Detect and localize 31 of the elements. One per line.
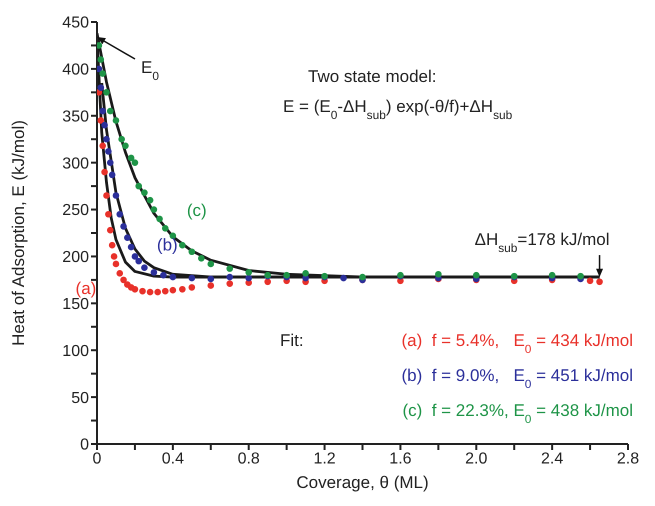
y-tick-label: 300 <box>62 155 90 172</box>
x-tick-label: 2.0 <box>465 450 488 468</box>
annotation: Fit: <box>280 331 304 350</box>
y-tick-label: 0 <box>80 436 90 454</box>
y-tick-label: 450 <box>62 14 90 32</box>
y-tick-label: 200 <box>62 249 90 266</box>
y-tick-label: 150 <box>62 296 90 314</box>
annotation: (b) f = 9.0%, E$_{0}$ = 451 kJ/mol <box>401 366 633 391</box>
annotation: (c) f = 22.3%, E$_{0}$ = 438 kJ/mol <box>402 401 633 426</box>
y-tick-label: 350 <box>62 108 90 126</box>
x-tick-label: 2.4 <box>541 450 564 468</box>
series-label: (b) <box>156 235 178 254</box>
x-axis-title: Coverage, θ (ML) <box>296 473 429 492</box>
annotation: Two state model: <box>308 67 437 86</box>
annotation: ΔH$_{sub}$=178 kJ/mol <box>474 230 610 256</box>
y-tick-label: 250 <box>62 202 90 220</box>
annotation: E$_{0}$ <box>141 58 160 84</box>
y-axis-title: Heat of Adsorption, E (kJ/mol) <box>9 120 28 346</box>
x-tick-label: 0.8 <box>238 450 260 468</box>
y-tick-label: 100 <box>62 342 90 360</box>
y-tick-label: 50 <box>71 390 90 407</box>
x-tick-label: 0.4 <box>162 450 184 468</box>
annotation: (a) f = 5.4%, E$_{0}$ = 434 kJ/mol <box>401 331 633 356</box>
x-tick-label: 0 <box>92 450 102 468</box>
annotation: E = (E$_{0}$-ΔH$_{sub}$) exp(-θ/f)+ΔH$_{sub}$ <box>283 97 513 122</box>
x-tick-label: 1.2 <box>313 450 336 468</box>
series-label: (c) <box>186 200 207 220</box>
x-tick-label: 1.6 <box>389 450 412 468</box>
series-label: (a) <box>76 278 96 298</box>
y-tick-label: 400 <box>62 62 90 79</box>
x-tick-label: 2.8 <box>616 450 640 468</box>
